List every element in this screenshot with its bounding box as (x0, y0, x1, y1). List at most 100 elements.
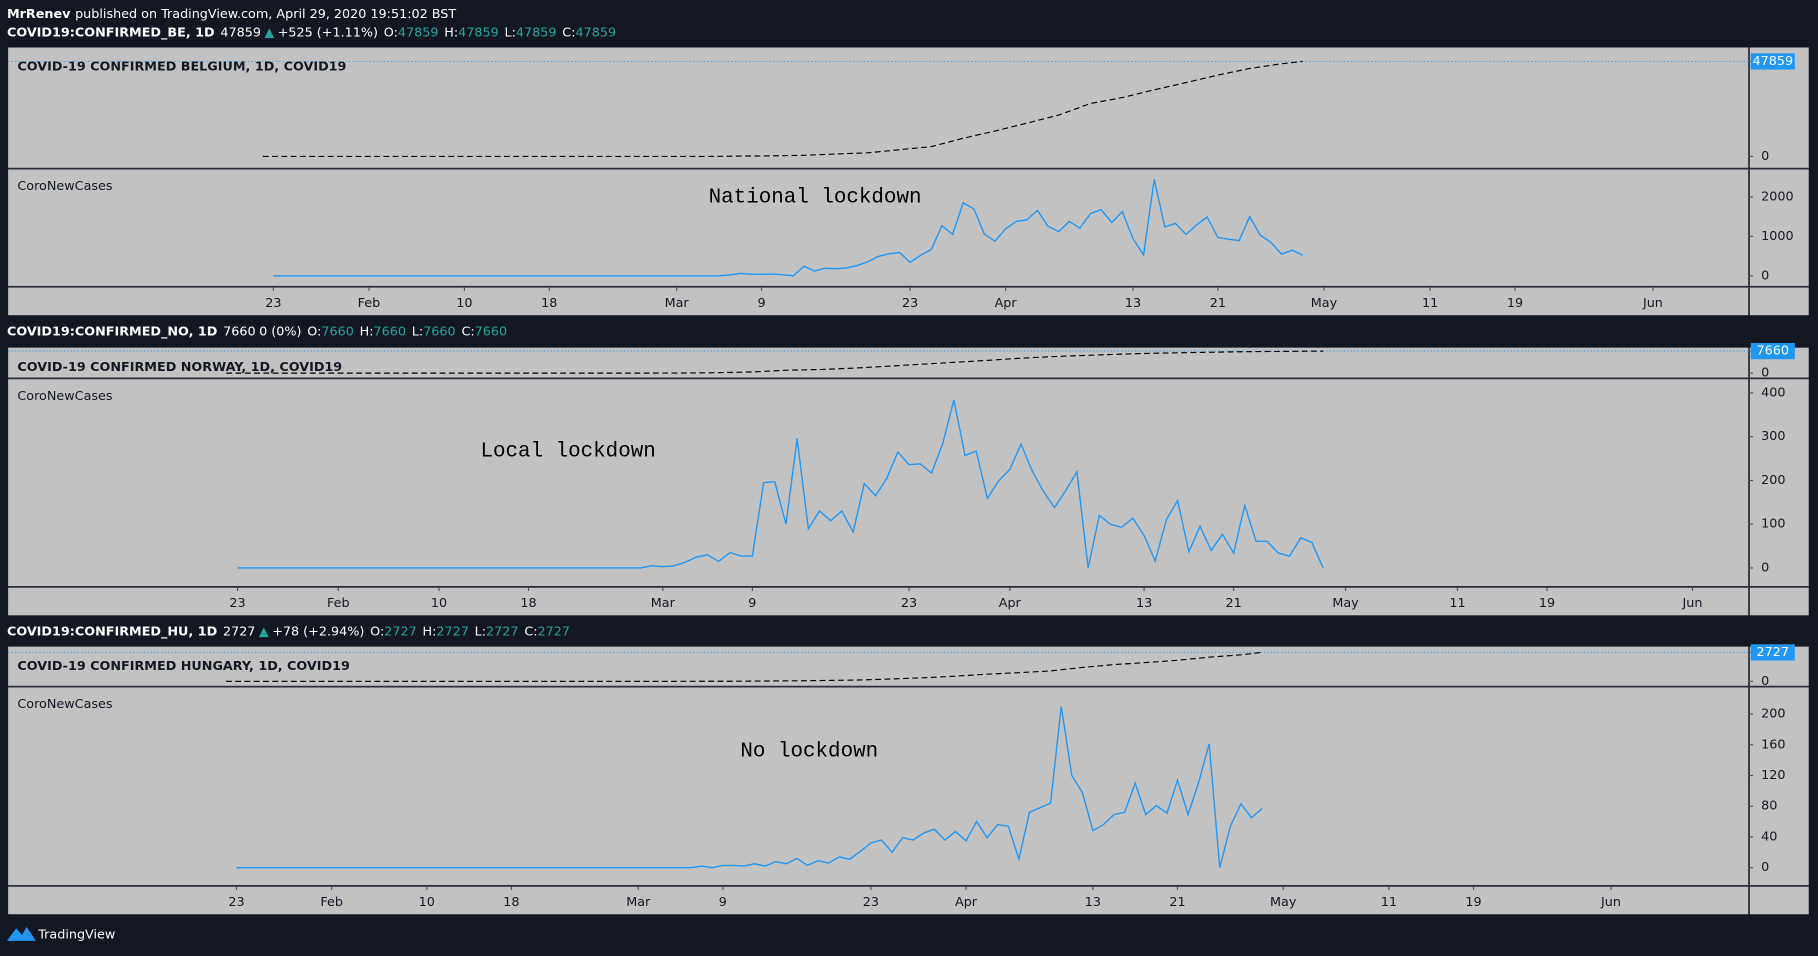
x-tick-label: 10 (431, 596, 447, 611)
ohlc-value: 47859 (398, 25, 439, 40)
price-scale (1749, 378, 1809, 587)
author: MrRenev (7, 6, 71, 21)
published: published on TradingView.com, April 29, … (75, 6, 456, 21)
x-tick-label: 23 (228, 895, 244, 910)
last-value: 47859 (220, 25, 261, 40)
y-tick-label: 100 (1761, 517, 1785, 532)
pane (8, 169, 1749, 287)
x-tick-label: May (1311, 296, 1338, 311)
x-tick-label: 23 (902, 296, 918, 311)
y-tick-label: 0 (1761, 560, 1769, 575)
last-value: 7660 (223, 324, 255, 339)
time-axis-corner (1749, 886, 1809, 915)
last-value-box (1750, 644, 1795, 661)
y-tick-label: 0 (1761, 149, 1769, 164)
x-tick-label: 13 (1136, 596, 1152, 611)
pane (8, 687, 1749, 886)
pane-title: COVID-19 CONFIRMED NORWAY, 1D, COVID19 (17, 360, 342, 375)
symbol-info: COVID19:CONFIRMED_HU, 1D 2727 ▲ +78 (+2.94%… (7, 624, 570, 639)
ohlc-label: C: (562, 25, 575, 40)
time-axis (8, 287, 1749, 316)
x-tick-label: Mar (651, 596, 676, 611)
y-tick-label: 160 (1761, 737, 1785, 752)
ohlc-value: 7660 (423, 324, 455, 339)
ohlc-value: 7660 (475, 324, 507, 339)
x-tick-label: 10 (456, 296, 472, 311)
ohlc-value: 7660 (374, 324, 406, 339)
indicator-name: CoroNewCases (17, 389, 113, 404)
publish-line: MrRenev published on TradingView.com, Apr… (7, 6, 456, 21)
x-tick-label: 19 (1465, 895, 1481, 910)
x-tick-label: 11 (1422, 296, 1438, 311)
chart: COVID19:CONFIRMED_BE, 1D 47859 ▲ +525 (+1.1… (7, 25, 1809, 316)
ohlc-label: O: (307, 324, 321, 339)
ohlc-value: 47859 (576, 25, 617, 40)
ohlc-label: O: (384, 25, 398, 40)
cumulative-line (225, 651, 1263, 682)
pane-title: COVID-19 CONFIRMED BELGIUM, 1D, COVID19 (17, 60, 346, 75)
x-tick-label: Mar (665, 296, 690, 311)
x-tick-label: Apr (999, 596, 1022, 611)
new-cases-line (273, 179, 1304, 277)
cumulative-line (262, 60, 1303, 158)
last-value-box (1750, 53, 1795, 70)
price-scale (1749, 169, 1809, 287)
y-tick-label: 80 (1761, 799, 1777, 814)
x-tick-label: May (1270, 895, 1297, 910)
y-tick-label: 40 (1761, 829, 1777, 844)
ohlc-label: H: (360, 324, 374, 339)
y-tick-label: 200 (1761, 473, 1785, 488)
x-tick-label: Feb (320, 895, 343, 910)
ohlc-label: C: (524, 624, 537, 639)
x-tick-label: 19 (1539, 596, 1555, 611)
x-tick-label: Apr (955, 895, 978, 910)
x-tick-label: Jun (1642, 296, 1663, 311)
y-tick-label: 1000 (1761, 229, 1793, 244)
indicator-name: CoroNewCases (17, 697, 113, 712)
logo-icon (6, 927, 36, 941)
annotation: No lockdown (740, 740, 878, 763)
y-tick-label: 0 (1761, 366, 1769, 381)
ohlc-value: 2727 (384, 624, 416, 639)
x-tick-label: 23 (901, 596, 917, 611)
chart: COVID19:CONFIRMED_NO, 1D 7660 0 (0%) O:7660… (7, 324, 1809, 616)
x-tick-label: 9 (719, 895, 727, 910)
symbol: COVID19:CONFIRMED_BE, 1D (7, 25, 215, 40)
x-tick-label: 21 (1210, 296, 1226, 311)
x-tick-label: 11 (1449, 596, 1465, 611)
time-axis-corner (1749, 287, 1809, 316)
y-tick-label: 120 (1761, 768, 1785, 783)
x-tick-label: 18 (520, 596, 536, 611)
x-tick-label: 18 (541, 296, 557, 311)
x-tick-label: 11 (1381, 895, 1397, 910)
ohlc-value: 47859 (458, 25, 499, 40)
y-tick-label: 2000 (1761, 189, 1793, 204)
x-tick-label: Mar (626, 895, 651, 910)
x-tick-label: May (1332, 596, 1359, 611)
y-tick-label: 7660 (1757, 344, 1789, 359)
pane (8, 347, 1749, 378)
y-tick-label: 400 (1761, 385, 1785, 400)
symbol-info: COVID19:CONFIRMED_NO, 1D 7660 0 (0%) O:7660… (7, 324, 507, 339)
logo: TradingView (6, 927, 115, 943)
x-tick-label: 13 (1085, 895, 1101, 910)
x-tick-label: 23 (265, 296, 281, 311)
time-axis (8, 587, 1749, 616)
ohlc-value: 7660 (321, 324, 353, 339)
y-tick-label: 0 (1761, 674, 1769, 689)
ohlc-label: L: (505, 25, 516, 40)
new-cases-line (237, 399, 1324, 569)
indicator-name: CoroNewCases (17, 179, 113, 194)
ohlc-label: H: (444, 25, 458, 40)
ohlc-label: H: (423, 624, 437, 639)
x-tick-label: Apr (995, 296, 1018, 311)
symbol: COVID19:CONFIRMED_HU, 1D (7, 624, 217, 639)
annotation: Local lockdown (480, 440, 655, 463)
x-tick-label: 19 (1507, 296, 1523, 311)
x-tick-label: 23 (863, 895, 879, 910)
y-tick-label: 300 (1761, 429, 1785, 444)
x-tick-label: Feb (327, 596, 350, 611)
